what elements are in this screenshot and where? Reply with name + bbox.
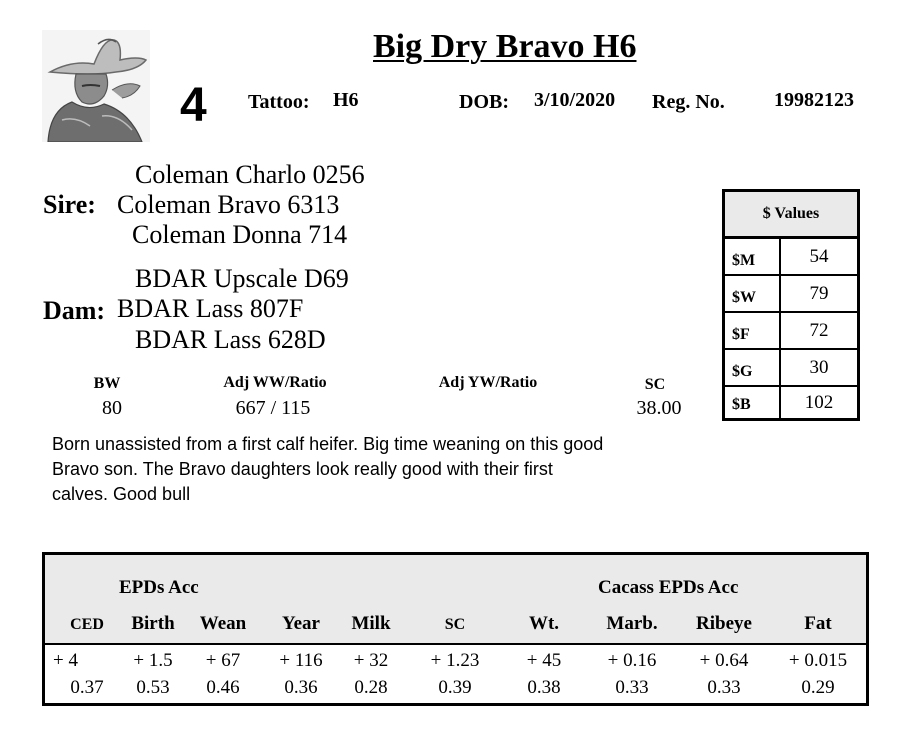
- epd-value: + 67: [205, 650, 241, 671]
- epd-value: + 32: [353, 650, 389, 671]
- epd-column-header: Milk: [351, 613, 391, 634]
- dob-value: 3/10/2020: [534, 89, 616, 111]
- epd-column-header: SC: [444, 616, 466, 633]
- comments-text: Born unassisted from a first calf heifer…: [52, 434, 604, 504]
- acc-value: 0.33: [707, 677, 741, 698]
- dollar-value-number: 102: [804, 391, 834, 413]
- cowboy-logo-image: [42, 30, 150, 143]
- acc-value: 0.37: [70, 677, 104, 698]
- dollar-value-row: $F 72: [725, 313, 857, 350]
- epd-column-header: Birth: [131, 613, 175, 634]
- dollar-value-name: $W: [725, 276, 781, 311]
- epd-table: EPDs Acc Cacass EPDs Acc CED Birth Wean …: [42, 552, 869, 706]
- epd-value: + 4: [53, 650, 78, 671]
- epd-column-header: Wean: [199, 613, 247, 634]
- epd-column-header: CED: [70, 616, 104, 633]
- carcass-epd-group-label: Cacass EPDs Acc: [598, 577, 739, 598]
- epd-value: + 0.015: [788, 650, 848, 671]
- dam-label: Dam:: [43, 296, 106, 325]
- dollar-value-name: $F: [725, 313, 781, 348]
- sire-name: Coleman Bravo 6313: [117, 190, 340, 219]
- dollar-values-title: $ Values: [725, 192, 857, 239]
- ww-value: 667 / 115: [235, 397, 311, 419]
- epd-table-header: EPDs Acc Cacass EPDs Acc CED Birth Wean …: [45, 555, 866, 645]
- ww-label: Adj WW/Ratio: [223, 374, 327, 391]
- tattoo-label: Tattoo:: [248, 91, 310, 113]
- dollar-value-number: 30: [809, 356, 829, 378]
- dam-sire-name: BDAR Upscale D69: [135, 264, 349, 293]
- dollar-value-row: $M 54: [725, 239, 857, 276]
- dollar-value-number: 79: [809, 282, 829, 304]
- reg-value: 19982123: [774, 89, 854, 111]
- dollar-value-number: 54: [809, 245, 829, 267]
- epd-group-label: EPDs Acc: [119, 577, 199, 598]
- epd-column-header: Marb.: [606, 613, 658, 634]
- reg-label: Reg. No.: [652, 91, 725, 113]
- acc-value: 0.28: [354, 677, 388, 698]
- dob-label: DOB:: [459, 91, 509, 113]
- dollar-value-number: 72: [809, 319, 829, 341]
- dollar-value-name: $B: [725, 387, 781, 418]
- epd-value: + 1.5: [133, 650, 173, 671]
- acc-value: 0.39: [438, 677, 472, 698]
- epd-value: + 0.16: [607, 650, 657, 671]
- dollar-value-name: $G: [725, 350, 781, 385]
- sire-sire-name: Coleman Charlo 0256: [135, 160, 365, 189]
- sire-dam-name: Coleman Donna 714: [132, 220, 348, 249]
- acc-value: 0.53: [136, 677, 170, 698]
- acc-value: 0.33: [615, 677, 649, 698]
- epd-value: + 116: [279, 650, 323, 671]
- acc-value: 0.29: [801, 677, 835, 698]
- acc-value: 0.36: [284, 677, 318, 698]
- lot-number: 4: [180, 79, 207, 132]
- dollar-value-name: $M: [725, 239, 781, 274]
- sc-value: 38.00: [636, 397, 682, 419]
- dam-name: BDAR Lass 807F: [117, 294, 304, 323]
- dollar-values-table: $ Values $M 54 $W 79 $F 72 $G 30 $B 102: [722, 189, 860, 421]
- dam-dam-name: BDAR Lass 628D: [135, 325, 326, 354]
- animal-title: Big Dry Bravo H6: [373, 28, 637, 65]
- epd-column-header: Ribeye: [696, 613, 752, 634]
- acc-value: 0.38: [527, 677, 561, 698]
- yw-label: Adj YW/Ratio: [438, 374, 538, 391]
- dollar-value-row: $W 79: [725, 276, 857, 313]
- epd-value: + 45: [526, 650, 562, 671]
- bw-value: 80: [102, 397, 122, 419]
- dollar-value-row: $B 102: [725, 387, 857, 418]
- epd-value: + 1.23: [430, 650, 480, 671]
- acc-value: 0.46: [206, 677, 240, 698]
- tattoo-value: H6: [333, 89, 359, 111]
- epd-column-header: Wt.: [528, 613, 560, 634]
- dollar-value-row: $G 30: [725, 350, 857, 387]
- epd-value: + 0.64: [699, 650, 749, 671]
- epd-column-header: Year: [282, 613, 320, 634]
- sire-label: Sire:: [43, 190, 96, 219]
- bw-label: BW: [93, 375, 121, 392]
- epd-column-header: Fat: [804, 613, 832, 634]
- sc-label: SC: [644, 376, 666, 393]
